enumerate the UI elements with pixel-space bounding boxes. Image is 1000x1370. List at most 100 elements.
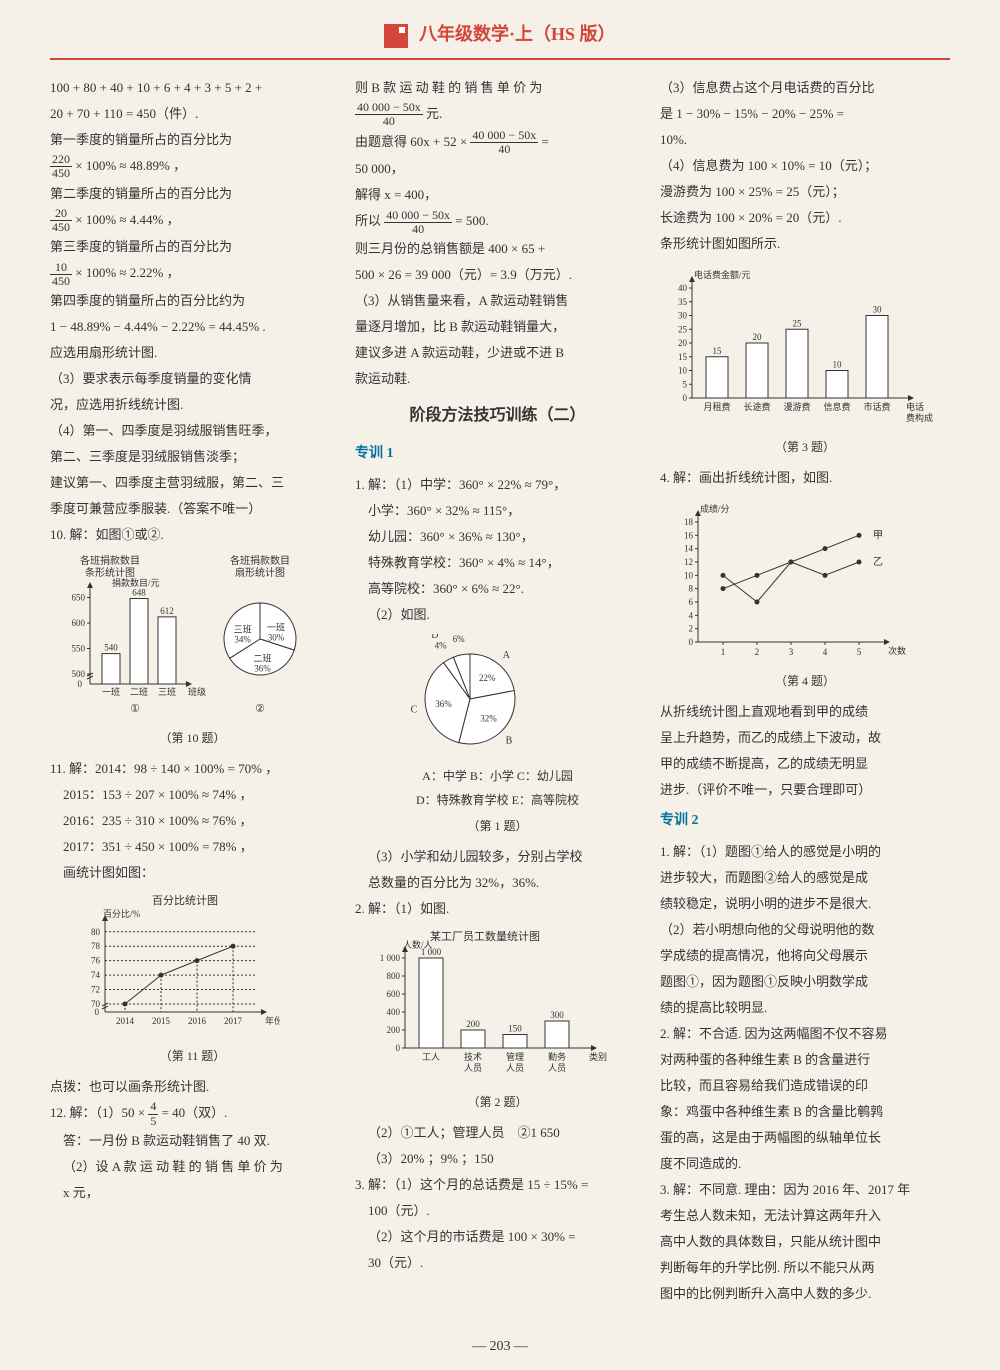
q3-c: （2）这个月的市话费是 100 × 30% = [355,1224,640,1250]
chart-11-svg: 百分比统计图百分比/%年份070727476788020142015201620… [50,892,280,1042]
chart-bar2-caption: （第 2 题） [355,1090,640,1114]
svg-text:扇形统计图: 扇形统计图 [235,566,285,579]
chart-bar2-svg: 某工厂员工数量统计图人数/人02004006008001 0001 000工人2… [355,928,615,1088]
chart-bar2: 某工厂员工数量统计图人数/人02004006008001 0001 000工人2… [355,928,640,1114]
svg-text:1 000: 1 000 [380,953,401,963]
svg-text:200: 200 [387,1025,401,1035]
text: 况，应选用折线统计图. [50,392,335,418]
z1-g: 绩的提高比较明显. [660,995,950,1021]
pie1-legend2: D：特殊教育学校 E：高等院校 [355,788,640,812]
q11-b: 2015：153 ÷ 207 × 100% ≈ 74% ， [50,782,335,808]
chart-11-caption: （第 11 题） [50,1044,335,1068]
svg-text:二班: 二班 [130,686,148,697]
svg-text:12: 12 [684,557,693,567]
text: 第四季度的销量所占的百分比约为 [50,288,335,314]
chart-pie1-caption: （第 1 题） [355,814,640,838]
svg-text:人员: 人员 [548,1063,566,1073]
chart-bar3-caption: （第 3 题） [660,435,950,459]
svg-text:技术: 技术 [464,1051,482,1062]
svg-text:612: 612 [160,606,174,616]
chart-line4-svg: 成绩/分次数02468101214161812345甲乙 [660,497,920,667]
svg-text:漫游费: 漫游费 [783,401,810,412]
z1-d: （2）若小明想向他的父母说明他的数 [660,917,950,943]
svg-text:15: 15 [678,352,688,362]
q1-d: 特殊教育学校：360° × 4% ≈ 14°， [355,550,640,576]
svg-text:15: 15 [713,346,723,356]
z1-b: 进步较大，而题图②给人的感觉是成 [660,865,950,891]
text: 应选用扇形统计图. [50,340,335,366]
chart-10: 各班捐款数目条形统计图各班捐款数目扇形统计图捐款数目/元050055060065… [50,554,335,750]
svg-text:二班: 二班 [253,653,271,664]
text: （3）信息费占这个月电话费的百分比 [660,75,950,101]
svg-text:勤务: 勤务 [548,1051,566,1062]
text: 由题意得 60x + 52 × 40 000 − 50x40 = [355,129,640,157]
svg-text:费构成: 费构成 [906,412,933,423]
svg-text:市话费: 市话费 [863,401,890,412]
svg-text:30: 30 [678,310,688,320]
q1-g: （3）小学和幼儿园较多，分别占学校 [355,844,640,870]
svg-text:72: 72 [91,985,100,995]
column-3: （3）信息费占这个月电话费的百分比 是 1 − 30% − 15% − 20% … [660,75,950,1307]
text: 第三季度的销量所占的百分比为 [50,234,335,260]
svg-text:3: 3 [789,647,794,657]
q12-a: 12. 解：（1）50 × 45 = 40（双）. [50,1100,335,1128]
q4-a: 4. 解：画出折线统计图，如图. [660,465,950,491]
svg-text:18: 18 [684,517,694,527]
q11-d: 2017：351 ÷ 450 × 100% = 78% ， [50,834,335,860]
chart-pie1: 22%A32%B36%C4%D6%E A：中学 B：小学 C：幼儿园 D：特殊教… [355,634,640,838]
z3-c: 高中人数的具体数目，只能从统计图中 [660,1229,950,1255]
svg-text:150: 150 [508,1023,522,1033]
z3-e: 图中的比例判断升入高中人数的多少. [660,1281,950,1307]
subhead-zx1: 专训 1 [355,440,640,468]
z3-a: 3. 解：不同意. 理由：因为 2016 年、2017 年 [660,1177,950,1203]
svg-text:B: B [506,736,513,747]
text: 20 + 70 + 110 = 450（件）. [50,101,335,127]
pie1-legend1: A：中学 B：小学 C：幼儿园 [355,764,640,788]
column-2: 则 B 款 运 动 鞋 的 销 售 单 价 为 40 000 − 50x40 元… [355,75,640,1307]
section-title: 阶段方法技巧训练（二） [355,400,640,432]
text: 建议多进 A 款运动鞋，少进或不进 B [355,340,640,366]
text: 甲的成绩不断提高，乙的成绩无明显 [660,751,950,777]
svg-text:74: 74 [91,970,101,980]
svg-text:35: 35 [678,297,688,307]
svg-text:8: 8 [689,584,694,594]
svg-text:10: 10 [833,359,843,369]
svg-text:年份: 年份 [265,1015,280,1026]
svg-text:800: 800 [387,971,401,981]
svg-text:4: 4 [823,647,828,657]
q12-c: （2）设 A 款 运 动 鞋 的 销 售 单 价 为 [50,1154,335,1180]
svg-text:三班: 三班 [234,623,252,634]
svg-text:14: 14 [684,544,694,554]
q11-c: 2016：235 ÷ 310 × 100% ≈ 76% ， [50,808,335,834]
text: 40 000 − 50x40 元. [355,101,640,129]
chart-bar3-svg: 电话费金额/元051015202530354015月租费20长途费25漫游费10… [660,263,950,433]
z1-a: 1. 解：（1）题图①给人的感觉是小明的 [660,839,950,865]
text: 100 + 80 + 40 + 10 + 6 + 4 + 3 + 5 + 2 + [50,75,335,101]
q12-d: x 元， [50,1180,335,1206]
svg-text:300: 300 [550,1010,564,1020]
svg-text:甲: 甲 [873,530,883,541]
text: 季度可兼营应季服装.（答案不唯一） [50,496,335,522]
svg-text:2016: 2016 [188,1016,207,1026]
svg-text:76: 76 [91,956,101,966]
text: 10450 × 100% ≈ 2.22% ， [50,260,335,288]
svg-text:10: 10 [678,365,688,375]
chart-pie1-svg: 22%A32%B36%C4%D6%E [355,634,585,764]
svg-text:D: D [431,634,438,641]
svg-text:550: 550 [72,643,86,653]
text: 款运动鞋. [355,366,640,392]
logo-icon [384,24,408,48]
q2-c: （3）20% ；9% ；150 [355,1146,640,1172]
text: 10%. [660,127,950,153]
chart-line4-caption: （第 4 题） [660,669,950,693]
note-11: 点拨：也可以画条形统计图. [50,1074,335,1100]
text: 第二季度的销量所占的百分比为 [50,181,335,207]
svg-text:22%: 22% [479,673,496,683]
q10-label: 10. 解：如图①或②. [50,522,335,548]
z2-c: 比较，而且容易给我们造成错误的印 [660,1073,950,1099]
svg-text:2: 2 [755,647,760,657]
svg-text:600: 600 [72,618,86,628]
svg-text:2014: 2014 [116,1016,135,1026]
text: 建议第一、四季度主营羽绒服，第二、三 [50,470,335,496]
page-number: — 203 — [0,1339,1000,1355]
